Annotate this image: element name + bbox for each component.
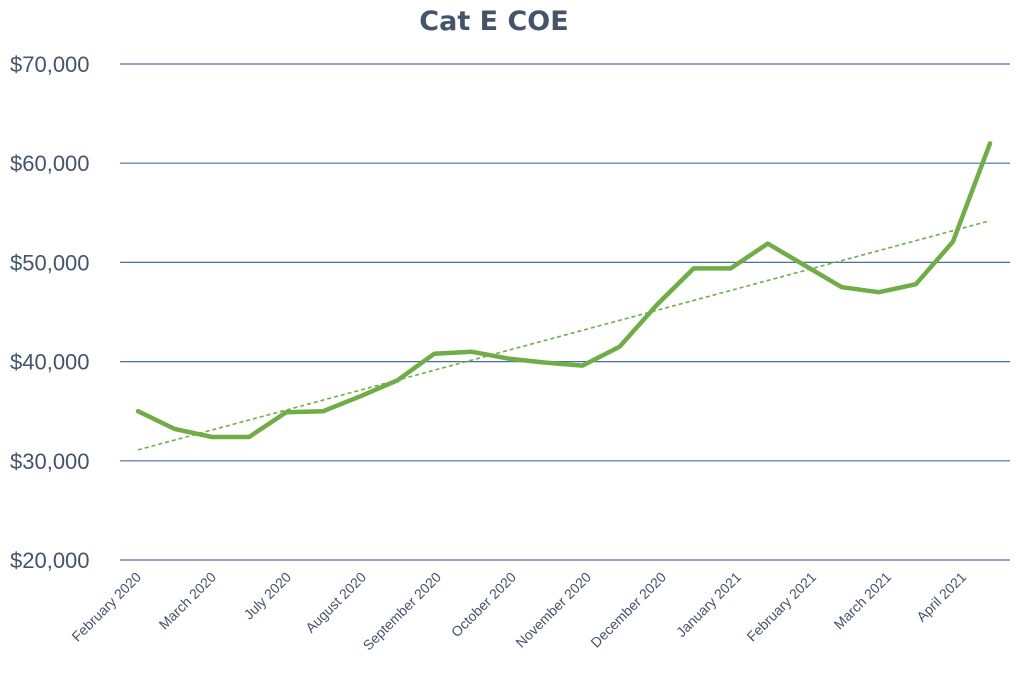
x-tick-label: July 2020 — [240, 569, 294, 623]
x-tick-label: March 2020 — [156, 569, 220, 633]
trendline — [137, 219, 991, 451]
x-tick-label: January 2021 — [673, 569, 744, 640]
y-tick-label: $70,000 — [10, 52, 90, 77]
y-tick-label: $20,000 — [10, 548, 90, 573]
x-tick-label: December 2020 — [587, 569, 669, 651]
x-tick-label: November 2020 — [512, 569, 594, 651]
x-tick-label: September 2020 — [360, 569, 445, 654]
x-tick-label: October 2020 — [448, 569, 519, 640]
y-tick-label: $40,000 — [10, 350, 90, 375]
y-tick-label: $50,000 — [10, 250, 90, 275]
y-tick-label: $30,000 — [10, 449, 90, 474]
series-line — [135, 141, 993, 440]
x-tick-label: February 2020 — [68, 569, 144, 645]
x-tick-label: February 2021 — [743, 569, 819, 645]
x-tick-label: March 2021 — [831, 569, 895, 633]
x-tick-label: April 2021 — [913, 569, 969, 625]
x-tick-label: August 2020 — [302, 569, 369, 636]
y-tick-label: $60,000 — [10, 151, 90, 176]
chart-title: Cat E COE — [419, 6, 569, 37]
